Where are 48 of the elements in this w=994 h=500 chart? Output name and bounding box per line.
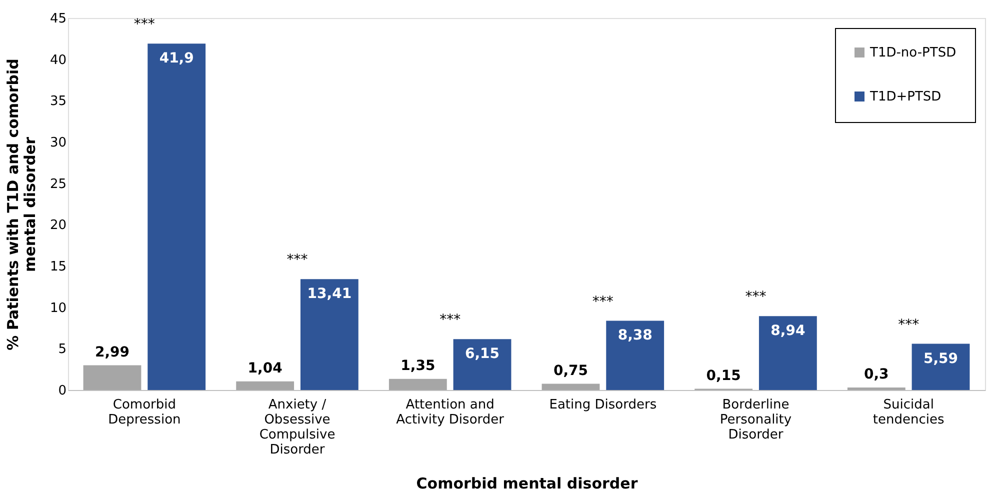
data-label: 0,3 — [864, 366, 889, 383]
x-axis-title: Comorbid mental disorder — [416, 474, 638, 492]
bar — [236, 381, 294, 390]
data-label: 13,41 — [307, 286, 352, 302]
legend-label: T1D-no-PTSD — [869, 46, 956, 60]
y-tick-label: 15 — [50, 260, 66, 274]
data-label: 0,75 — [553, 362, 588, 379]
bar — [388, 378, 447, 390]
data-label: 0,15 — [706, 368, 741, 384]
annotation: *** — [745, 289, 766, 306]
y-axis-title: % Patients with T1D and comorbid mental disorder — [4, 58, 39, 350]
bar — [148, 44, 206, 390]
data-label: 8,38 — [618, 328, 652, 344]
annotation: *** — [286, 252, 308, 268]
bar — [453, 339, 512, 390]
data-label: 1,35 — [400, 358, 436, 374]
y-tick-label: 45 — [50, 12, 66, 26]
y-tick-label: 20 — [50, 218, 66, 234]
data-label: 1,04 — [248, 360, 283, 376]
y-tick-label: 10 — [50, 300, 66, 316]
data-label: 5,59 — [923, 350, 958, 367]
bar — [300, 279, 358, 390]
legend-label: T1D+PTSD — [869, 90, 942, 104]
bar — [606, 320, 664, 390]
x-tick-label: Borderline Personality Disorder — [720, 398, 792, 442]
y-tick-label: 25 — [50, 176, 66, 192]
annotation: *** — [134, 16, 155, 33]
annotation: *** — [440, 312, 461, 328]
y-tick-label: 30 — [50, 136, 66, 150]
x-tick-label: Comorbid Depression — [108, 398, 181, 428]
data-label: 41,9 — [159, 50, 194, 67]
bar — [758, 316, 817, 390]
y-tick-label: 40 — [50, 52, 66, 68]
bar — [83, 365, 142, 390]
x-tick-label: Eating Disorders — [549, 398, 657, 412]
y-tick-label: 35 — [50, 94, 66, 110]
y-tick-label: 5 — [58, 342, 66, 358]
data-label: 8,94 — [770, 323, 806, 340]
x-tick-label: Suicidal tendencies — [872, 398, 944, 428]
bar — [542, 384, 600, 390]
bar — [912, 344, 970, 390]
annotation: *** — [898, 316, 920, 333]
y-tick-label: 0 — [58, 384, 66, 398]
x-tick-label: Attention and Activity Disorder — [396, 398, 505, 428]
data-label: 2,99 — [94, 344, 130, 360]
data-label: 6,15 — [464, 346, 500, 362]
annotation: *** — [592, 294, 614, 310]
x-tick-label: Anxiety / Obsessive Compulsive Disorder — [259, 398, 336, 458]
